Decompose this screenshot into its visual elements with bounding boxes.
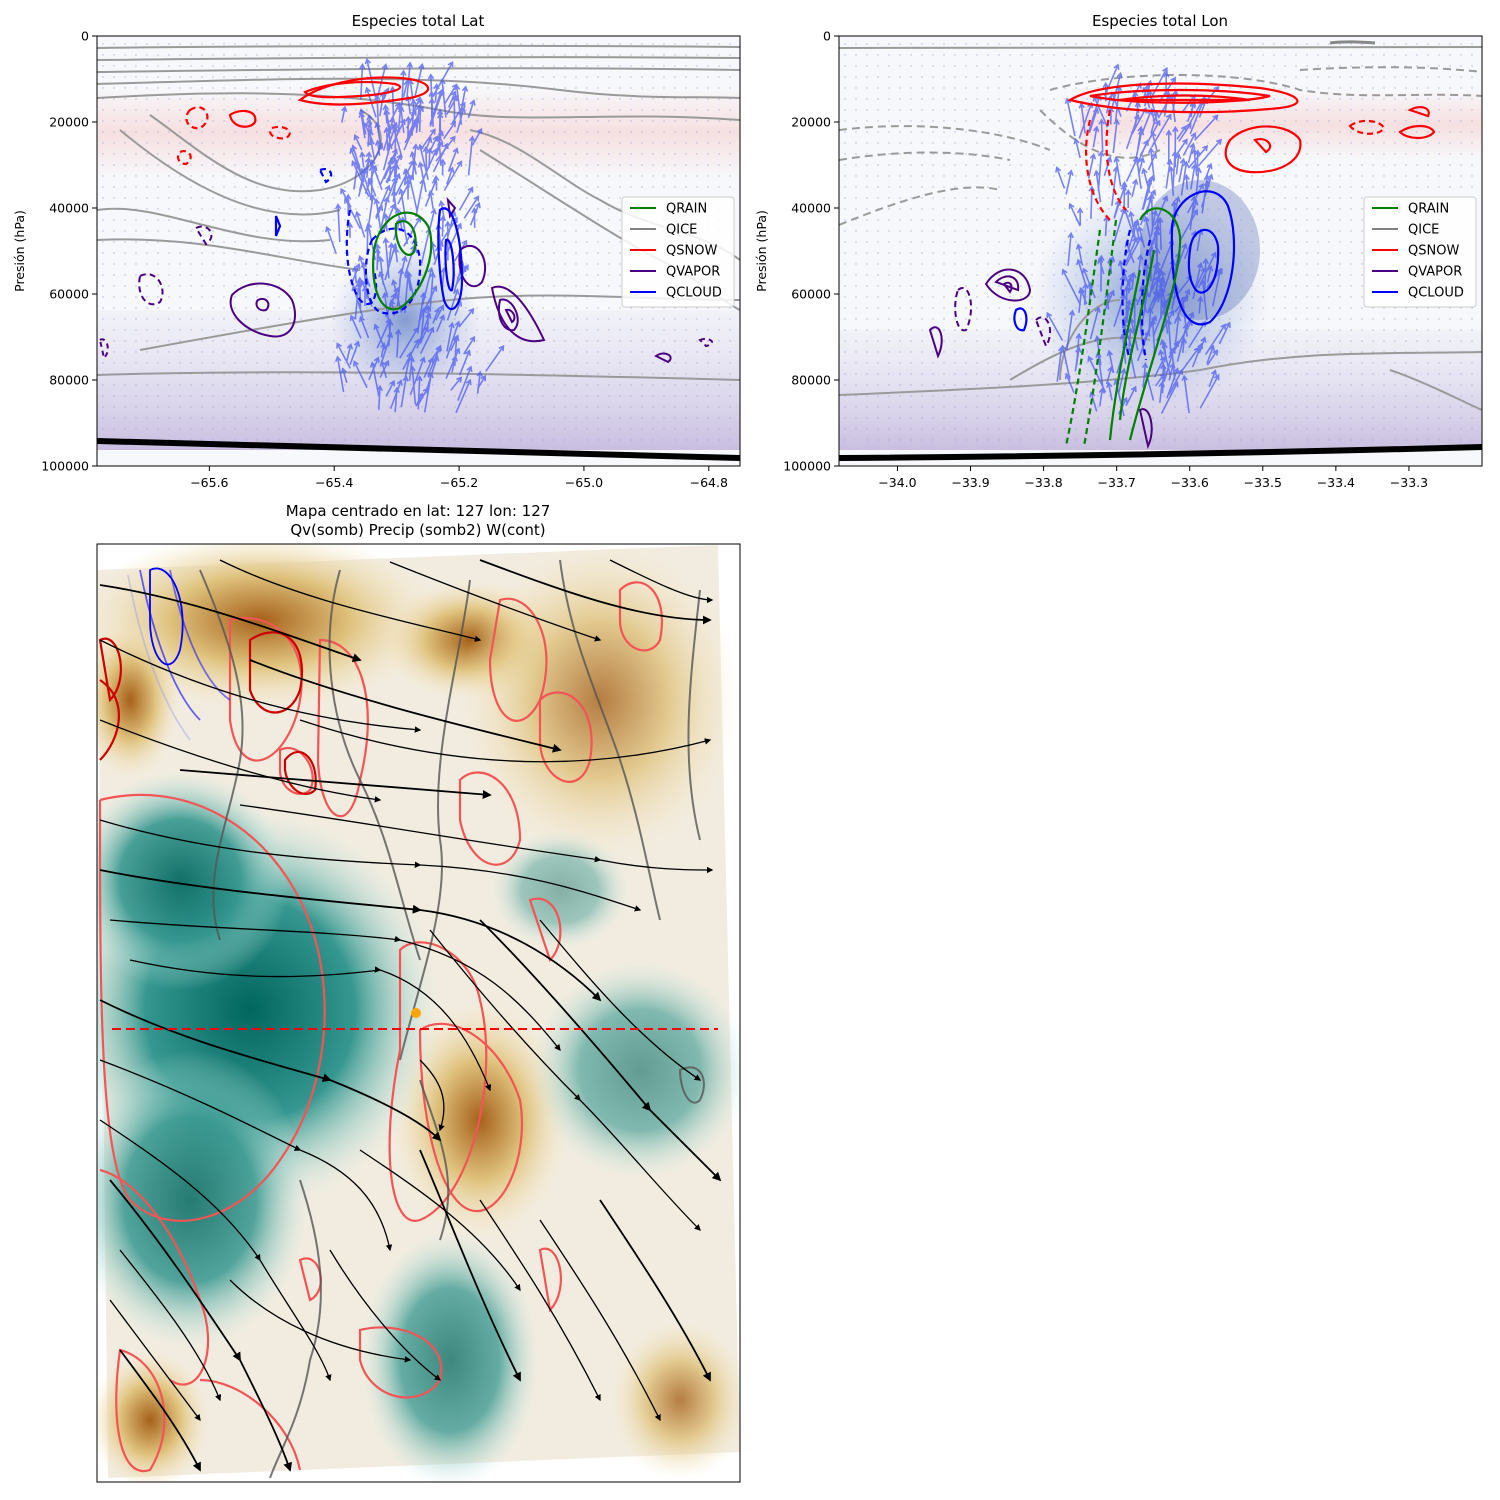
y-tick-label: 100000 bbox=[783, 459, 831, 474]
x-tick-label: −33.3 bbox=[1390, 475, 1428, 490]
x-tick-label: −33.7 bbox=[1098, 475, 1136, 490]
legend-label: QRAIN bbox=[1408, 202, 1449, 217]
y-tick-label: 40000 bbox=[791, 201, 831, 216]
x-tick-label: −65.6 bbox=[190, 475, 228, 490]
x-tick-label: −33.6 bbox=[1171, 475, 1209, 490]
legend-label: QICE bbox=[1408, 223, 1439, 238]
legend-label: QCLOUD bbox=[1408, 286, 1464, 301]
x-tick-label: −65.0 bbox=[565, 475, 603, 490]
x-tick-label: −33.8 bbox=[1024, 475, 1062, 490]
panel-a-ticks: −65.6 −65.4 −65.2 −65.0 −64.8 0 20000 40000 6000… bbox=[41, 29, 728, 491]
legend-label: QICE bbox=[666, 223, 697, 238]
panel-a-legend: QRAIN QICE QSNOW QVAPOR QCLOUD bbox=[621, 196, 735, 308]
legend-label: QVAPOR bbox=[1408, 265, 1462, 280]
panel-b-legend: QRAIN QICE QSNOW QVAPOR QCLOUD bbox=[1363, 196, 1477, 308]
panel-c-subtitle: Qv(somb) Precip (somb2) W(cont) bbox=[290, 521, 545, 539]
y-tick-label: 0 bbox=[823, 29, 831, 44]
x-tick-label: −33.5 bbox=[1244, 475, 1282, 490]
legend-box bbox=[1363, 196, 1477, 308]
panel-b-title: Especies total Lon bbox=[1092, 12, 1228, 30]
panel-lon-section: Especies total Lon bbox=[754, 12, 1483, 491]
y-tick-label: 80000 bbox=[49, 373, 89, 388]
x-tick-label: −34.0 bbox=[878, 475, 916, 490]
y-tick-label: 80000 bbox=[791, 373, 831, 388]
panel-a-ylabel: Presión (hPa) bbox=[12, 210, 27, 292]
panel-a-title: Especies total Lat bbox=[352, 12, 485, 30]
x-tick-label: −65.2 bbox=[440, 475, 478, 490]
x-tick-label: −65.4 bbox=[315, 475, 353, 490]
panel-c-title: Mapa centrado en lat: 127 lon: 127 bbox=[286, 502, 551, 520]
legend-box bbox=[621, 196, 735, 308]
legend-label: QSNOW bbox=[666, 244, 717, 259]
legend-label: QRAIN bbox=[666, 202, 707, 217]
y-tick-label: 60000 bbox=[49, 287, 89, 302]
panel-a-axes bbox=[96, 35, 741, 467]
panel-b-axes bbox=[838, 35, 1483, 467]
y-tick-label: 40000 bbox=[49, 201, 89, 216]
x-tick-label: −33.4 bbox=[1317, 475, 1355, 490]
y-tick-label: 60000 bbox=[791, 287, 831, 302]
center-marker bbox=[411, 1008, 421, 1018]
x-tick-label: −33.9 bbox=[951, 475, 989, 490]
legend-label: QSNOW bbox=[1408, 244, 1459, 259]
panel-map: Mapa centrado en lat: 127 lon: 127 Qv(so… bbox=[96, 502, 741, 1483]
panel-b-ylabel: Presión (hPa) bbox=[754, 210, 769, 292]
y-tick-label: 20000 bbox=[49, 115, 89, 130]
panel-c-field bbox=[97, 544, 740, 1482]
legend-label: QCLOUD bbox=[666, 286, 722, 301]
panel-b-ticks: −34.0 −33.9 −33.8 −33.7 −33.6 −33.5 −33.4 −33.3… bbox=[783, 29, 1428, 491]
panel-c-axes bbox=[96, 543, 741, 1483]
y-tick-label: 100000 bbox=[41, 459, 89, 474]
y-tick-label: 20000 bbox=[791, 115, 831, 130]
x-tick-label: −64.8 bbox=[690, 475, 728, 490]
panel-lat-section: Especies total Lat bbox=[12, 12, 741, 491]
y-tick-label: 0 bbox=[81, 29, 89, 44]
legend-label: QVAPOR bbox=[666, 265, 720, 280]
